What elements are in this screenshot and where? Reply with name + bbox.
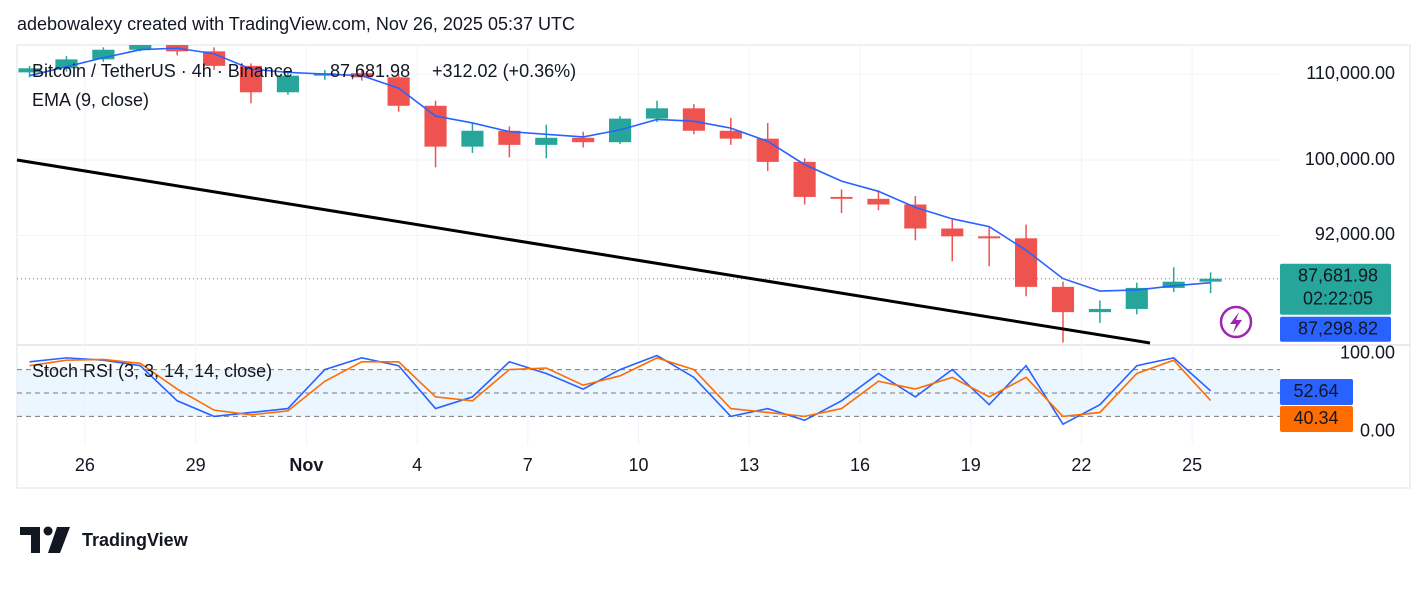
y-tick-label: 110,000.00 [1306,63,1395,83]
ema-label: 87,298.82 [1298,319,1378,339]
candle-body [941,228,964,237]
candle-body [682,108,705,131]
candle-body [1199,278,1222,282]
candle-body [830,196,853,199]
series-line [29,354,1212,426]
last-price-tag [1280,263,1391,315]
candle-body [793,161,816,197]
candle-body [92,49,115,60]
x-tick-label: 22 [1071,455,1091,475]
x-tick-label: 29 [186,455,206,475]
candle-body [535,137,558,145]
legend-price: 87,681.98 [330,61,410,81]
x-tick-label: 13 [739,455,759,475]
candle-body [645,108,669,119]
candle-body [129,45,152,50]
candle-body [18,68,41,73]
x-tick-label: 19 [961,455,981,475]
candle-body [978,236,1001,239]
candle-body [1125,287,1148,309]
last-price-label: 87,681.98 [1298,266,1378,286]
candle-body [55,59,78,69]
candle-body [276,75,299,93]
x-tick-label: 10 [629,455,649,475]
legend-change: +312.02 (+0.36%) [432,61,576,81]
candle-body [904,204,927,229]
alert-bolt [1230,312,1242,333]
candle-body [239,65,263,93]
candle-body [1014,238,1038,287]
trend-line [16,158,1151,345]
x-tick-label: Nov [289,455,323,475]
value-tag-label: 52.64 [1293,381,1338,401]
candle-body [1162,281,1185,288]
overlay [16,158,1253,345]
value-tag [1280,406,1353,432]
series-line [29,47,1211,292]
candle-body [461,130,484,147]
x-tick-label: 16 [850,455,870,475]
value-tag [1280,379,1353,405]
x-tick-label: 26 [75,455,95,475]
y-tick-label: 100.00 [1340,343,1395,363]
x-tick-label: 25 [1182,455,1202,475]
candle-body [424,105,447,147]
y-tick-label: 100,000.00 [1305,149,1395,169]
credit: adebowalexy created with TradingView.com… [17,14,575,34]
brand-logo: TradingView [20,526,189,553]
candle-body [719,130,742,139]
y-tick-label: 0.00 [1360,421,1395,441]
price-pane [17,45,1280,345]
candle-body [1051,286,1075,313]
candle-body [572,137,595,143]
candle-body [387,77,410,106]
countdown-label: 02:22:05 [1303,289,1373,309]
series-line [29,357,1212,418]
value-tag-label: 40.34 [1293,408,1338,428]
legend-title: Bitcoin / TetherUS · 4h · Binance [32,61,293,81]
candle-body [498,130,521,145]
indicator-title: Stoch RSI (3, 3, 14, 14, close) [32,361,272,381]
ema-tag [1280,316,1391,342]
brand-name: TradingView [82,530,189,550]
y-tick-label: 92,000.00 [1315,224,1395,244]
candle-body [1088,308,1111,313]
candle-body [867,198,890,205]
stoch-pane [17,345,1280,445]
x-tick-label: 4 [412,455,422,475]
frame [16,44,1411,489]
candle-body [203,51,226,66]
x-tick-label: 7 [523,455,533,475]
legend-entry: EMA (9, close) [32,90,149,110]
